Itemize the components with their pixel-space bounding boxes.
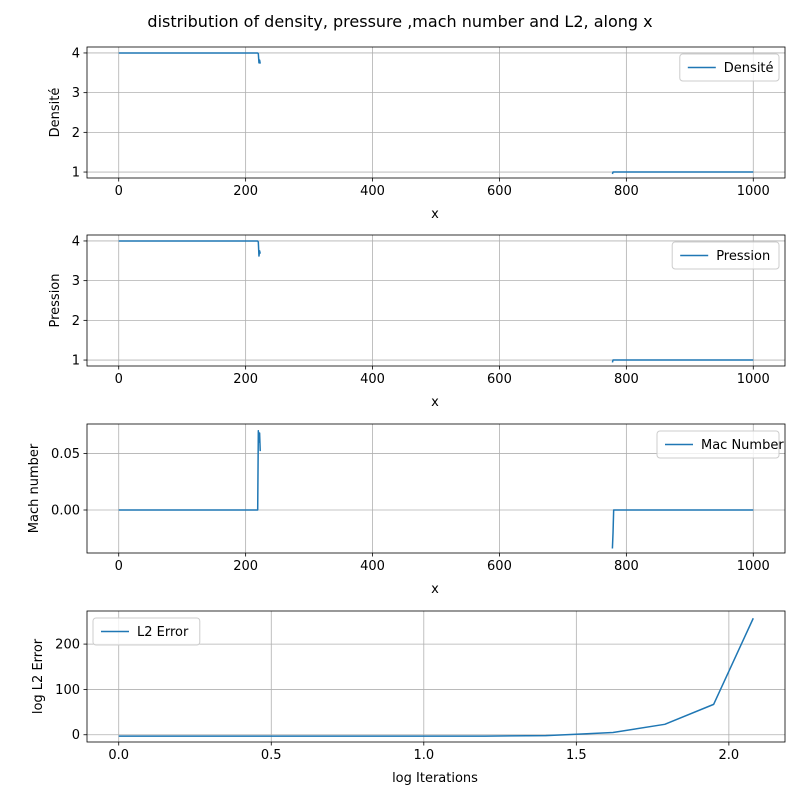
x-tick-label: 1.0 — [413, 748, 434, 763]
x-tick-label: 0 — [115, 372, 123, 387]
axes-frame — [86, 423, 786, 554]
legend-label: Densité — [724, 61, 774, 76]
subplot-1: 0 200 400 600 800 1000 1 2 3 4 x Densité Densité — [48, 46, 786, 222]
axes-frame — [86, 234, 786, 367]
x-tick-label: 1000 — [737, 559, 770, 574]
y-tick-label: 1 — [72, 354, 80, 369]
subplot-4: 0.0 0.5 1.0 1.5 2.0 0 100 200 log Iterations log … — [31, 610, 786, 786]
x-tick-label: 400 — [360, 372, 385, 387]
series-line — [611, 171, 754, 175]
x-tick-label: 2.0 — [719, 748, 740, 763]
series-line — [611, 509, 754, 549]
series-line — [118, 240, 261, 257]
y-axis-label: Pression — [48, 273, 63, 327]
series-line — [611, 359, 754, 363]
x-tick-label: 200 — [233, 184, 258, 199]
y-axis-label: Densité — [48, 88, 63, 138]
subplot-3: 0 200 400 600 800 1000 0.00 0.05 x Mach number Mac… — [27, 423, 786, 597]
x-tick-label: 200 — [233, 559, 258, 574]
y-tick-label: 2 — [72, 314, 80, 329]
x-tick-label: 1.5 — [566, 748, 587, 763]
x-tick-label: 0.5 — [261, 748, 282, 763]
x-tick-label: 1000 — [737, 184, 770, 199]
legend-box — [92, 617, 201, 646]
x-axis-label: log Iterations — [392, 771, 478, 786]
y-tick-label: 1 — [72, 166, 80, 181]
x-tick-label: 200 — [233, 372, 258, 387]
x-tick-label: 800 — [614, 559, 639, 574]
x-axis-label: x — [431, 207, 439, 222]
x-axis-label: x — [431, 582, 439, 597]
legend: Densité — [679, 53, 780, 82]
axes-frame — [86, 610, 786, 743]
y-axis-label: Mach number — [27, 443, 42, 533]
x-tick-label: 600 — [487, 559, 512, 574]
y-tick-label: 0.05 — [51, 447, 80, 462]
legend: Mac Number — [656, 430, 784, 459]
x-tick-label: 400 — [360, 559, 385, 574]
legend-box — [656, 430, 780, 459]
x-tick-label: 600 — [487, 184, 512, 199]
y-tick-label: 4 — [72, 234, 80, 249]
x-axis-label: x — [431, 395, 439, 410]
x-tick-label: 800 — [614, 184, 639, 199]
y-tick-label: 0 — [72, 728, 80, 743]
x-tick-label: 0 — [115, 559, 123, 574]
subplot-2: 0 200 400 600 800 1000 1 2 3 4 x Pression Pression — [48, 234, 786, 410]
x-tick-label: 1000 — [737, 372, 770, 387]
legend: L2 Error — [92, 617, 201, 646]
y-tick-label: 100 — [55, 683, 80, 698]
y-tick-label: 0.00 — [51, 504, 80, 519]
x-tick-label: 400 — [360, 184, 385, 199]
y-tick-label: 2 — [72, 126, 80, 141]
x-tick-label: 0 — [115, 184, 123, 199]
x-tick-label: 600 — [487, 372, 512, 387]
x-tick-label: 800 — [614, 372, 639, 387]
legend-label: Pression — [716, 249, 770, 264]
x-tick-label: 0.0 — [108, 748, 129, 763]
axes-frame — [86, 46, 786, 179]
y-tick-label: 3 — [72, 274, 80, 289]
legend-label: L2 Error — [137, 625, 189, 640]
figure-title: distribution of density, pressure ,mach … — [147, 12, 653, 31]
series-line — [118, 617, 754, 737]
y-axis-label: log L2 Error — [31, 638, 46, 714]
legend: Pression — [671, 241, 780, 270]
y-tick-label: 4 — [72, 46, 80, 61]
y-tick-label: 200 — [55, 638, 80, 653]
series-line — [118, 52, 261, 64]
legend-box — [671, 241, 780, 270]
series-line — [118, 430, 261, 511]
legend-box — [679, 53, 780, 82]
legend-label: Mac Number — [701, 438, 784, 453]
y-tick-label: 3 — [72, 86, 80, 101]
